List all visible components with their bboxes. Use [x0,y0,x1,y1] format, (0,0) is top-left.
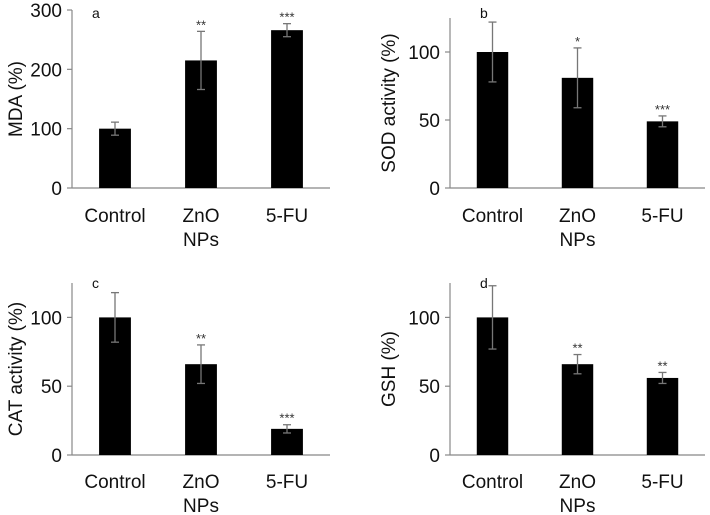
y-tick-label: 0 [51,179,62,200]
x-tick-label: ZnO [183,206,220,227]
panel-letter: c [92,275,99,291]
y-tick-label: 0 [429,446,440,467]
bar [99,128,131,188]
significance-mark: ** [196,17,206,32]
panel-letter: b [480,5,488,21]
significance-mark: ** [572,341,582,356]
x-tick-label: NPs [183,496,219,515]
panel-letter: d [480,275,488,291]
x-tick-label: Control [462,472,523,493]
y-tick-label: 50 [419,111,440,132]
y-axis-label: SOD activity (%) [379,33,400,172]
significance-mark: ** [657,358,667,373]
x-tick-label: NPs [560,496,596,515]
y-axis-label: CAT activity (%) [6,302,27,436]
x-tick-label: 5-FU [266,206,308,227]
x-tick-label: ZnO [559,206,596,227]
panel-c: c CAT activity (%) 0 50 100 Control ** ZnO NPs **… [6,275,330,515]
significance-mark: *** [279,411,294,426]
y-tick-label: 300 [30,1,62,22]
x-tick-label: Control [84,206,145,227]
x-tick-label: NPs [183,230,219,251]
x-tick-label: 5-FU [641,206,683,227]
significance-mark: ** [196,331,206,346]
y-tick-label: 200 [30,60,62,81]
y-axis-label: GSH (%) [379,331,400,407]
panel-b: b SOD activity (%) 0 50 100 Control * ZnO NPs ***… [379,5,705,251]
x-tick-label: NPs [560,230,596,251]
x-tick-label: 5-FU [266,472,308,493]
bar [646,377,679,455]
y-tick-label: 0 [51,446,62,467]
y-tick-label: 100 [408,308,440,329]
significance-mark: *** [279,10,294,25]
y-tick-label: 100 [408,43,440,64]
bar [271,30,303,188]
y-tick-label: 0 [429,179,440,200]
x-tick-label: Control [462,206,523,227]
y-tick-label: 50 [419,377,440,398]
panel-letter: a [92,5,100,21]
significance-mark: *** [655,102,670,117]
y-tick-label: 100 [30,308,62,329]
bar [646,121,679,188]
y-tick-label: 100 [30,120,62,141]
significance-mark: * [575,34,580,49]
x-tick-label: Control [84,472,145,493]
panel-d: d GSH (%) 0 50 100 Control ** ZnO NPs ** 5-FU [379,275,705,515]
bar [561,364,594,455]
x-tick-label: ZnO [559,472,596,493]
y-tick-label: 50 [41,377,62,398]
x-tick-label: 5-FU [641,472,683,493]
panel-a: a MDA (%) 0 100 200 300 Control ** ZnO NPs *** 5-FU [6,1,330,251]
y-axis-label: MDA (%) [6,61,27,137]
x-tick-label: ZnO [183,472,220,493]
